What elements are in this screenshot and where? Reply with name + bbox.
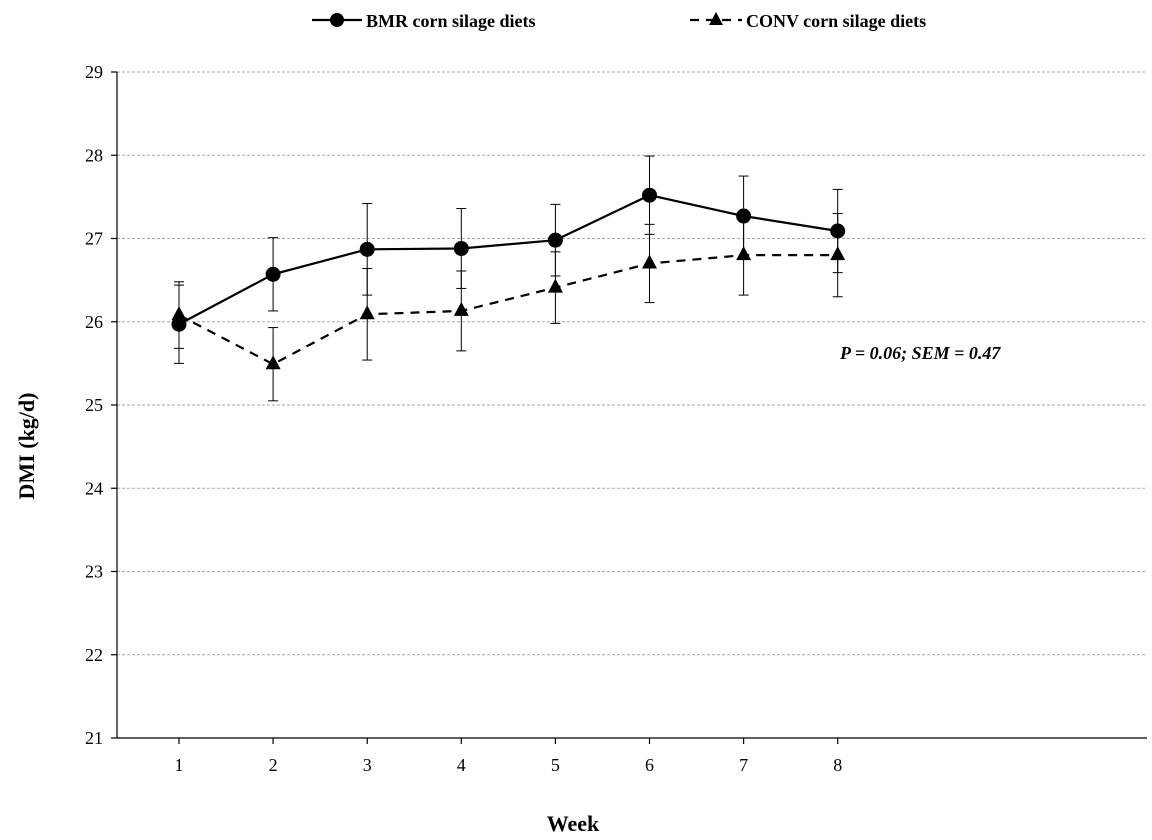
x-tick-label-6: 6 bbox=[645, 755, 654, 775]
series-layer bbox=[171, 155, 846, 402]
x-tick-label-3: 3 bbox=[363, 755, 372, 775]
series-conv bbox=[171, 213, 846, 402]
y-tick-label-28: 28 bbox=[85, 145, 103, 165]
data-point-conv-6 bbox=[642, 254, 657, 269]
gridlines bbox=[117, 71, 1147, 656]
series-line-bmr bbox=[178, 194, 838, 326]
x-tick-label-5: 5 bbox=[551, 755, 560, 775]
legend-label-bmr: BMR corn silage diets bbox=[366, 11, 535, 31]
legend-label-conv: CONV corn silage diets bbox=[746, 11, 926, 31]
x-tick-label-2: 2 bbox=[269, 755, 278, 775]
data-point-bmr-5 bbox=[547, 232, 563, 248]
stats-annotation: P = 0.06; SEM = 0.47 bbox=[839, 343, 1001, 363]
data-point-conv-4 bbox=[453, 301, 469, 316]
legend-item-conv: CONV corn silage diets bbox=[690, 11, 926, 31]
data-point-conv-5 bbox=[547, 278, 563, 293]
y-tick-label-22: 22 bbox=[85, 645, 103, 665]
y-axis-title: DMI (kg/d) bbox=[14, 393, 39, 500]
legend: BMR corn silage diets CONV corn silage d… bbox=[312, 11, 926, 31]
x-tick-label-7: 7 bbox=[739, 755, 748, 775]
data-point-conv-8 bbox=[830, 246, 846, 261]
legend-item-bmr: BMR corn silage diets bbox=[312, 11, 535, 31]
data-point-conv-7 bbox=[736, 246, 752, 261]
data-point-bmr-2 bbox=[265, 266, 281, 282]
y-tick-label-23: 23 bbox=[85, 562, 103, 582]
x-axis-title: Week bbox=[547, 811, 600, 836]
data-point-conv-3 bbox=[359, 305, 375, 320]
series-line-conv bbox=[178, 254, 838, 366]
data-point-bmr-6 bbox=[642, 187, 657, 203]
x-tick-label-8: 8 bbox=[833, 755, 842, 775]
y-tick-label-29: 29 bbox=[85, 62, 103, 82]
y-tick-label-24: 24 bbox=[85, 478, 103, 498]
y-tick-label-27: 27 bbox=[85, 229, 103, 249]
y-tick-label-25: 25 bbox=[85, 395, 103, 415]
legend-marker-conv bbox=[709, 12, 723, 25]
x-tick-label-4: 4 bbox=[457, 755, 466, 775]
x-tick-labels: 1 2 3 4 5 6 7 8 bbox=[175, 738, 842, 775]
data-point-conv-2 bbox=[265, 355, 281, 370]
data-point-bmr-4 bbox=[453, 240, 469, 256]
data-point-bmr-3 bbox=[359, 241, 375, 257]
legend-marker-bmr bbox=[330, 13, 344, 27]
y-tick-label-26: 26 bbox=[85, 312, 103, 332]
data-point-conv-1 bbox=[171, 306, 187, 321]
y-tick-labels: 21 22 23 24 25 26 27 28 29 bbox=[85, 62, 117, 748]
x-tick-label-1: 1 bbox=[175, 755, 184, 775]
y-tick-label-21: 21 bbox=[85, 728, 103, 748]
